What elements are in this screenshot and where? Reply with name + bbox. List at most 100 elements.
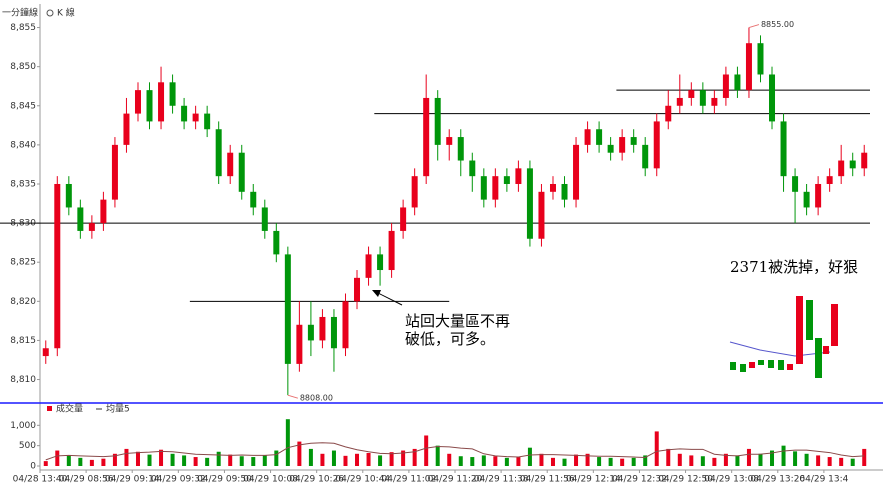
- candle-body: [238, 152, 245, 192]
- volume-bar: [862, 448, 867, 466]
- volume-bar: [677, 453, 682, 466]
- candle-body: [457, 137, 464, 161]
- x-tick-label: 04/29 09:32: [151, 475, 206, 485]
- x-tick-label: 04/29 10:26: [289, 475, 344, 485]
- candle-body: [261, 207, 268, 231]
- candle-body: [204, 113, 211, 130]
- volume-bar: [793, 451, 798, 466]
- candle-body: [665, 105, 672, 122]
- volume-bar: [401, 450, 406, 466]
- candle-body: [307, 324, 314, 341]
- volume-bar: [366, 452, 371, 466]
- candle-body: [815, 183, 822, 208]
- volume-bar: [493, 456, 498, 466]
- x-tick-label: 04/28 13:40: [13, 475, 68, 485]
- candle-body: [549, 183, 556, 192]
- x-tick-label: 04/29 11:02: [382, 475, 437, 485]
- volume-bar: [285, 419, 290, 466]
- candle-body: [65, 183, 72, 208]
- candle-body: [250, 191, 257, 208]
- y-tick-label: 1,000: [10, 421, 36, 431]
- candle-body: [342, 301, 349, 349]
- candle-body: [676, 97, 683, 106]
- candle-body: [526, 168, 533, 239]
- candle-body: [388, 230, 395, 271]
- volume-bar: [504, 457, 509, 466]
- volume-bar: [585, 453, 590, 466]
- y-tick-label: 8,840: [10, 140, 36, 150]
- annotation: 2371被洗掉，好狠: [730, 258, 858, 276]
- volume-bar: [320, 453, 325, 466]
- volume-average-line: [45, 442, 865, 461]
- volume-bar: [654, 431, 659, 466]
- volume-bar: [562, 458, 567, 466]
- inset-candle: [730, 362, 736, 370]
- candle-body: [492, 176, 499, 200]
- candle-body: [515, 168, 522, 184]
- volume-bar: [850, 458, 855, 466]
- icon: [46, 9, 54, 17]
- volume-bar: [804, 453, 809, 466]
- candle-body: [411, 176, 418, 208]
- candle-body: [838, 160, 845, 177]
- volume-bar: [147, 454, 152, 466]
- volume-bar: [470, 457, 475, 466]
- candle-body: [861, 152, 868, 169]
- candle-body: [803, 191, 810, 208]
- volume-bar: [112, 453, 117, 466]
- x-tick-label: 04/29 13:26: [750, 475, 805, 485]
- inset-candle: [749, 362, 755, 368]
- candle-body: [377, 254, 384, 271]
- annotation: 破低，可多。: [405, 330, 495, 348]
- annotation: 站回大量區不再: [405, 312, 510, 330]
- candle-body: [319, 316, 326, 341]
- candle-body: [134, 90, 141, 114]
- y-tick-label: 8,820: [10, 297, 36, 307]
- y-tick-label: 8,850: [10, 62, 36, 72]
- extreme-leader: [748, 24, 760, 29]
- extreme-label: 8808.00: [300, 394, 333, 403]
- volume-bar: [608, 457, 613, 466]
- chart-title: 一分鐘線: [2, 7, 38, 19]
- volume-bar: [689, 455, 694, 466]
- volume-bar: [527, 447, 532, 466]
- chart-subtitle: K 線: [57, 7, 75, 19]
- x-tick-label: 04/29 10:44: [335, 475, 390, 485]
- inset-candle: [778, 360, 784, 370]
- x-tick-label: 04/29 08:56: [59, 475, 114, 485]
- candle-body: [503, 176, 510, 184]
- y-tick-label: 8,825: [10, 258, 36, 268]
- volume-bar: [124, 448, 129, 466]
- extreme-leader: [287, 394, 298, 399]
- volume-bar: [447, 453, 452, 466]
- volume-bar: [170, 453, 175, 466]
- x-tick-label: 04/29 13:08: [704, 475, 759, 485]
- candle-body: [227, 152, 234, 177]
- candle-body: [423, 97, 430, 177]
- volume-bar: [735, 455, 740, 466]
- inset-candle: [815, 338, 822, 378]
- volume-bar: [827, 457, 832, 466]
- inset-candle: [768, 360, 774, 368]
- annotation-arrow: [375, 291, 403, 306]
- volume-bar: [458, 456, 463, 466]
- candle-body: [619, 137, 626, 153]
- volume-bar: [205, 457, 210, 466]
- y-tick-label: 8,815: [10, 336, 36, 346]
- candle-body: [792, 176, 799, 192]
- candle-body: [642, 144, 649, 169]
- inset-line: [729, 341, 831, 357]
- volume-bar: [274, 450, 279, 466]
- volume-bar: [412, 448, 417, 466]
- x-tick-label: 04/29 11:56: [520, 475, 575, 485]
- candle-body: [169, 82, 176, 106]
- volume-bar: [816, 455, 821, 466]
- volume-bar: [101, 458, 106, 466]
- x-tick-label: 04/29 10:08: [243, 475, 298, 485]
- inset-candle: [787, 364, 793, 370]
- candle-body: [688, 90, 695, 98]
- x-tick-label: 04/29 12:14: [566, 475, 621, 485]
- volume-bar: [481, 455, 486, 466]
- candle-body: [757, 43, 764, 75]
